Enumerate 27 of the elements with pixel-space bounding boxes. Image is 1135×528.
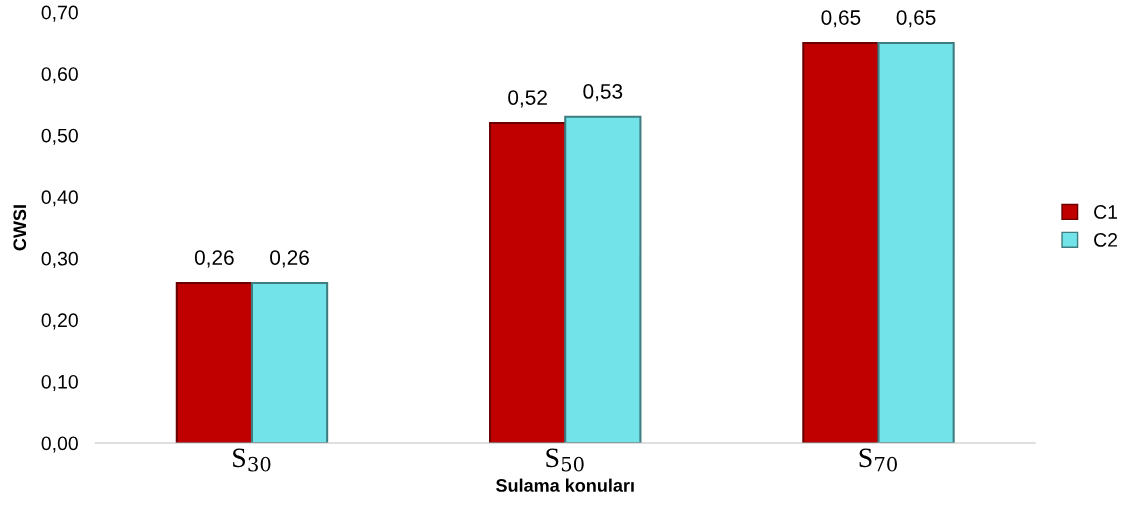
y-axis-title: CWSI [13,205,27,251]
y-tick-label: 0,40 [41,190,78,207]
data-label: 0,26 [194,250,234,268]
bar [175,281,254,443]
y-tick-label: 0,00 [41,436,78,453]
legend-label: C1 [1094,205,1118,219]
y-tick-label: 0,20 [41,313,78,330]
data-label: 0,53 [583,84,623,102]
data-label: 0,26 [270,250,309,268]
x-tick-label: S$_{70}$ [859,448,897,472]
bar [489,121,567,443]
x-tick-label: S$_{30}$ [233,448,271,472]
data-label: 0,65 [821,10,861,28]
bar [802,41,880,443]
y-tick-label: 0,30 [41,251,78,268]
data-label: 0,65 [896,10,936,28]
y-tick-label: 0,70 [41,5,78,22]
y-tick-label: 0,10 [41,374,78,391]
bar [564,115,642,443]
x-axis-title: Sulama konuları [496,478,634,492]
y-tick-label: 0,60 [41,67,78,84]
legend-label: C2 [1094,233,1118,247]
y-tick-label: 0,50 [41,128,78,145]
bar [877,41,955,443]
x-tick-label: S$_{50}$ [546,448,584,472]
bar [250,281,329,443]
data-label: 0,52 [508,90,547,108]
